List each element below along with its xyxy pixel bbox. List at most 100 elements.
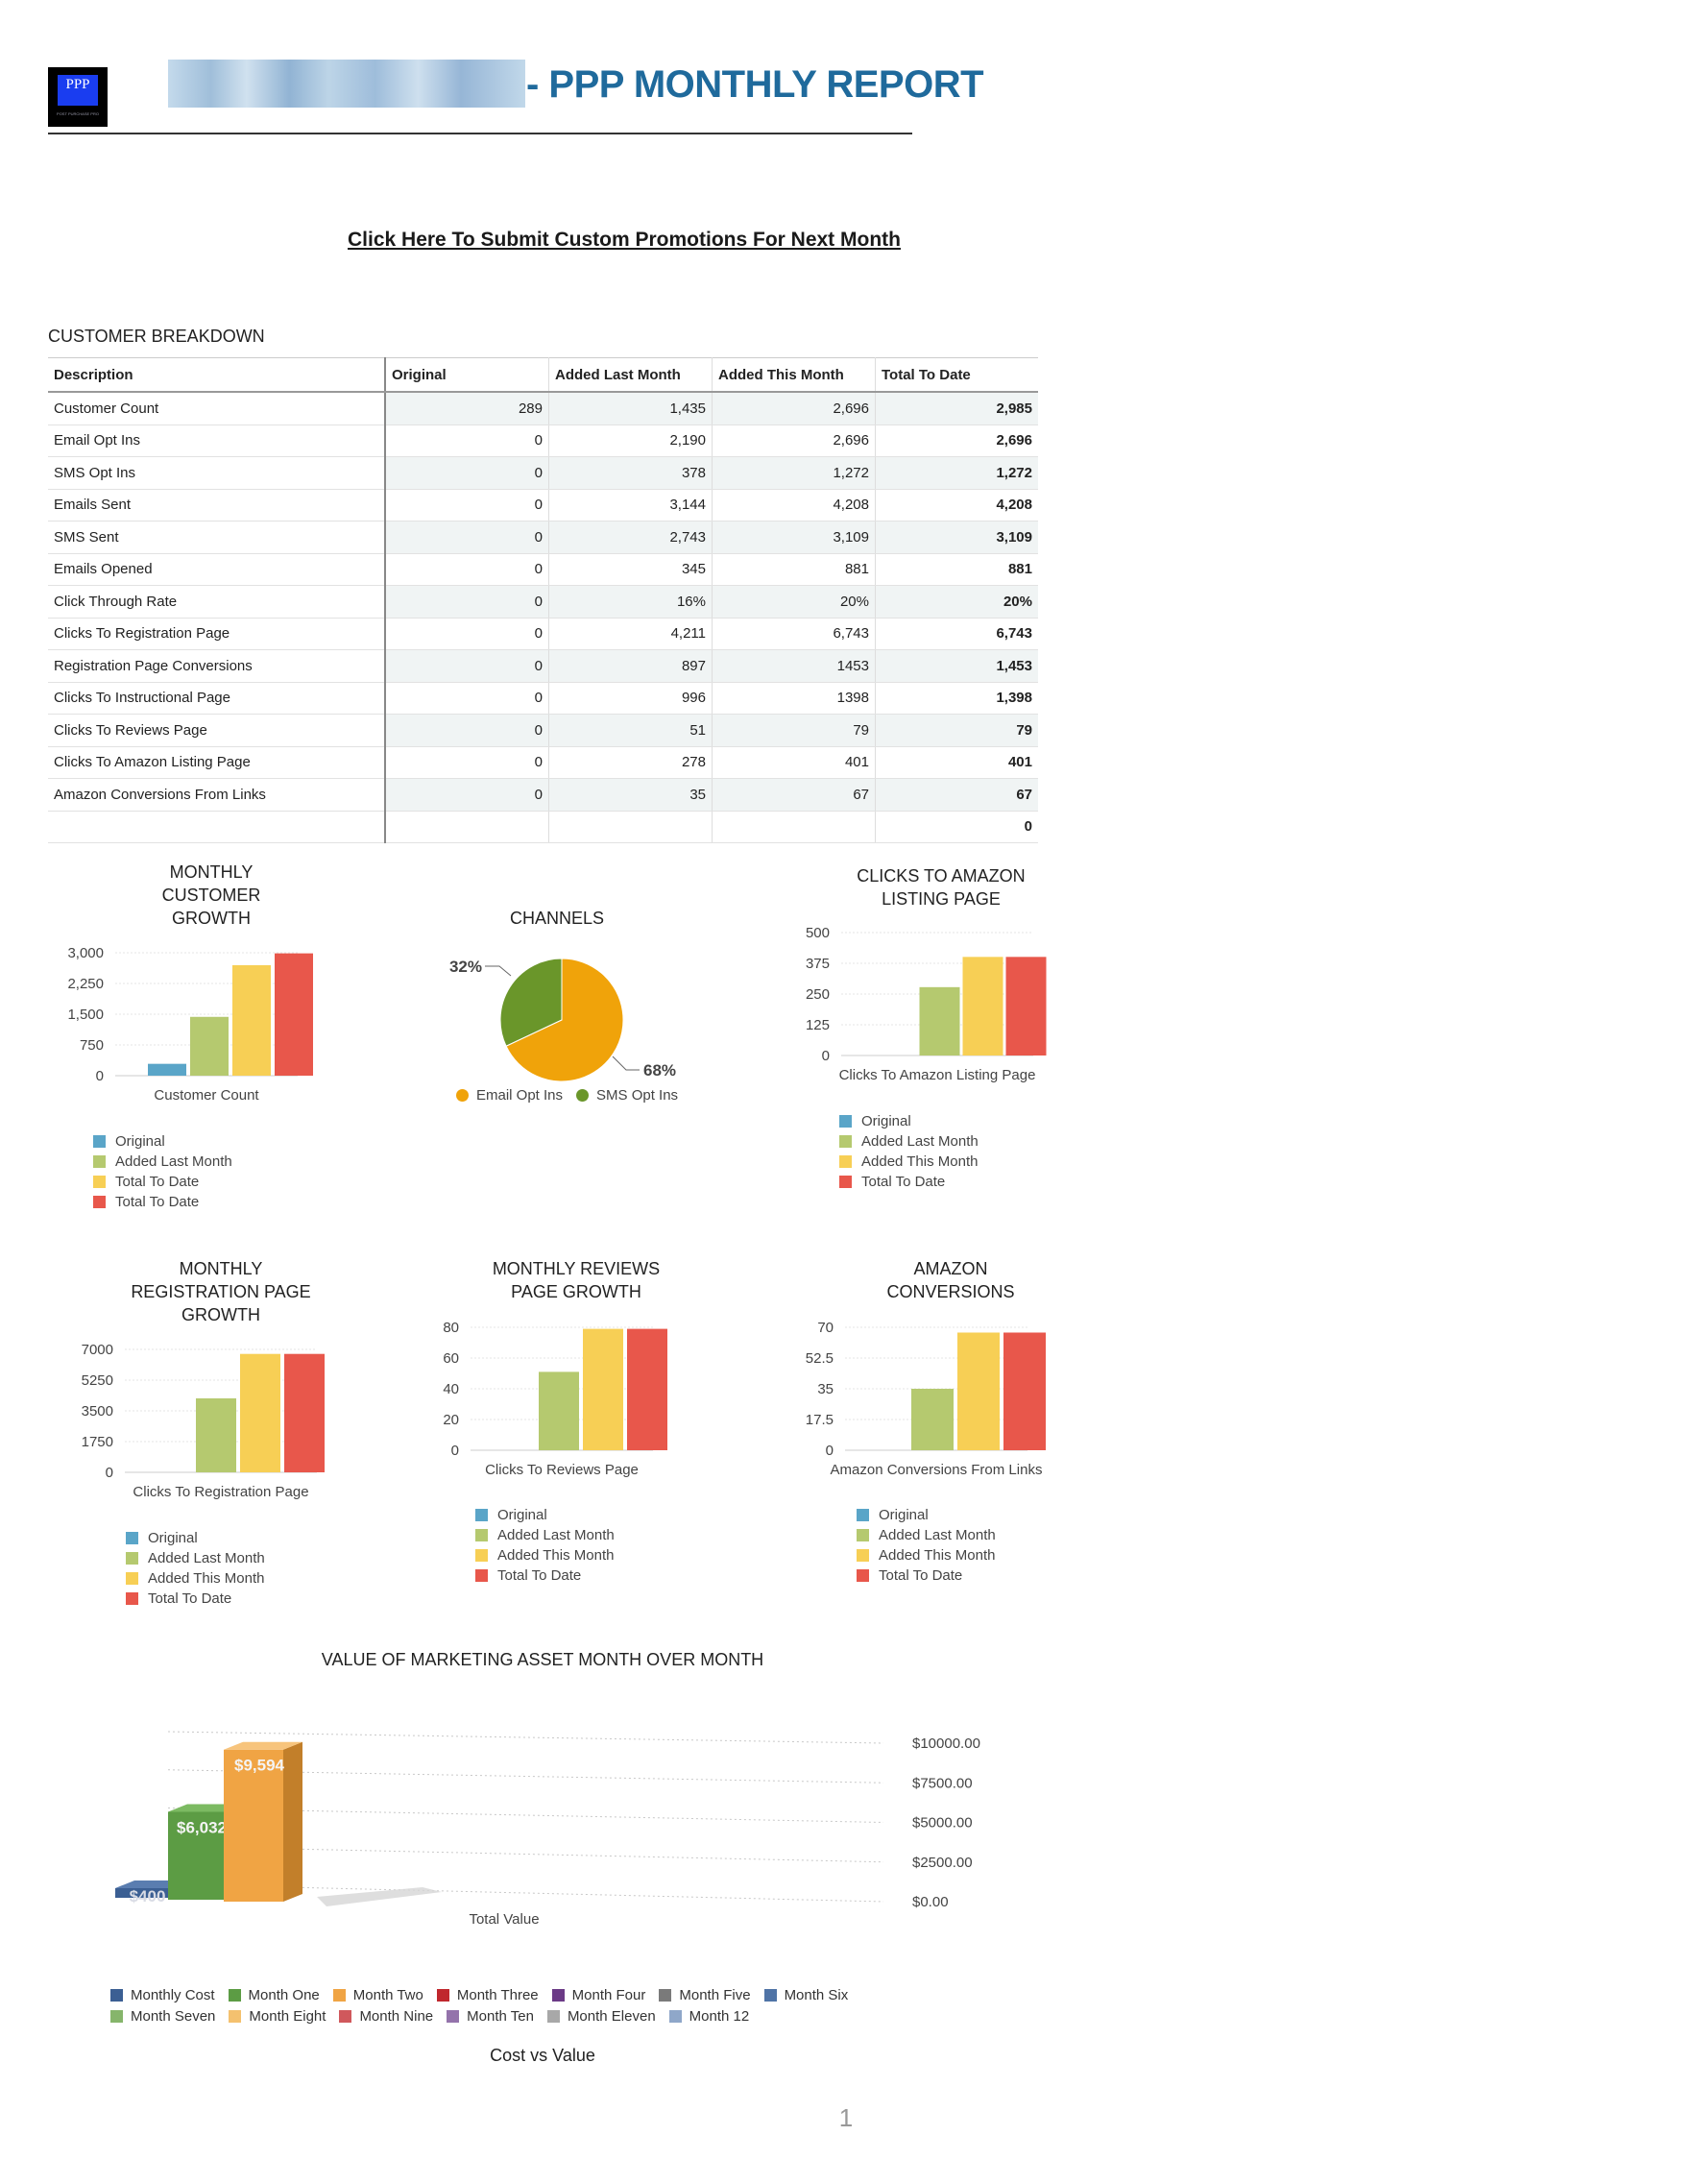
legend-label: Total To Date — [497, 1567, 582, 1584]
table-row: Click Through Rate 0 16% 20% 20% — [48, 585, 1038, 619]
legend-item[interactable]: Original — [126, 1528, 265, 1548]
legend-swatch — [110, 2009, 123, 2023]
legend-swatch — [668, 2009, 682, 2023]
legend-item[interactable]: Total To Date — [839, 1172, 979, 1192]
legend-item[interactable]: Added Last Month — [475, 1525, 615, 1545]
legend-item[interactable]: Month Eleven — [546, 2008, 656, 2025]
legend-item[interactable]: Added Last Month — [93, 1152, 232, 1172]
customer-growth-title: MONTHLY CUSTOMER GROWTH — [115, 861, 307, 930]
legend-item[interactable]: Original — [839, 1111, 979, 1131]
legend-item[interactable]: Month Six — [763, 1987, 848, 2003]
bar — [627, 1328, 667, 1450]
legend-item[interactable]: Monthly Cost — [110, 1987, 215, 2003]
y-tick-label: 52.5 — [806, 1350, 834, 1367]
table-cell: 1453 — [712, 649, 876, 683]
legend-item[interactable]: Total To Date — [126, 1589, 265, 1609]
channels-legend: Email Opt Ins SMS Opt Ins — [456, 1085, 691, 1105]
legend-item[interactable]: Month Five — [659, 1987, 751, 2003]
title-line: GROWTH — [172, 909, 251, 928]
title-line: GROWTH — [181, 1305, 260, 1324]
legend-label: Total To Date — [879, 1567, 963, 1584]
y-tick-label: $0.00 — [912, 1894, 949, 1910]
legend-item[interactable]: Added Last Month — [839, 1131, 979, 1152]
legend-item[interactable]: Added This Month — [839, 1152, 979, 1172]
table-cell: 0 — [385, 714, 549, 747]
legend-item[interactable]: Email Opt Ins — [456, 1085, 563, 1105]
legend-item[interactable]: Total To Date — [857, 1565, 996, 1586]
legend-swatch — [93, 1196, 106, 1208]
table-cell: 6,743 — [712, 618, 876, 650]
legend-item[interactable]: Original — [475, 1505, 615, 1525]
table-row: Registration Page Conversions 0 897 1453 1,4… — [48, 649, 1038, 683]
title-line: MONTHLY — [169, 862, 254, 882]
title-line: CUSTOMER — [161, 886, 261, 905]
asset-value-legend: Monthly Cost Month One Month Two Month Thre… — [110, 1984, 861, 2026]
table-cell: 897 — [548, 649, 713, 683]
legend-item[interactable]: Total To Date — [93, 1172, 232, 1192]
legend-item[interactable]: Original — [857, 1505, 996, 1525]
table-cell: 20% — [712, 585, 876, 619]
legend-item[interactable]: Month Two — [332, 1987, 423, 2003]
legend-item[interactable]: Total To Date — [475, 1565, 615, 1586]
legend-item[interactable]: SMS Opt Ins — [576, 1085, 678, 1105]
legend-item[interactable]: Month Eight — [229, 2008, 326, 2025]
bar-top — [224, 1741, 302, 1750]
legend-label: Email Opt Ins — [476, 1087, 564, 1104]
legend-swatch — [475, 1529, 488, 1541]
column-header: Description — [48, 357, 386, 393]
column-header: Total To Date — [875, 357, 1038, 393]
row-description: Emails Sent — [48, 489, 386, 522]
legend-item[interactable]: Added This Month — [475, 1545, 615, 1565]
reviews-growth-title: MONTHLY REVIEWS PAGE GROWTH — [471, 1257, 682, 1303]
table-cell: 67 — [875, 778, 1038, 812]
channels-title: CHANNELS — [509, 909, 605, 928]
asset-value-chart: $0.00 $2500.00 $5000.00 $7500.00 $10000.00 $4… — [115, 1731, 980, 1928]
table-header-row: Description Original Added Last Month Added… — [48, 357, 1038, 393]
table-cell: 1,272 — [712, 456, 876, 490]
legend-item[interactable]: Added Last Month — [126, 1548, 265, 1568]
table-cell: 1,398 — [875, 682, 1038, 715]
table-cell: 0 — [385, 746, 549, 779]
bar-value-label: $6,032 — [177, 1818, 227, 1836]
y-tick-label: 3,000 — [67, 945, 104, 961]
table-cell: 1,272 — [875, 456, 1038, 490]
legend-swatch — [475, 1569, 488, 1582]
table-cell: 3,109 — [875, 521, 1038, 554]
amazon-conversions-chart: 0 17.5 35 52.5 70 Amazon Conversions From Lin… — [806, 1320, 1046, 1478]
x-axis-label: Clicks To Amazon Listing Page — [839, 1067, 1036, 1083]
bar — [919, 986, 960, 1056]
bar — [190, 1016, 229, 1076]
table-row: Emails Opened 0 345 881 881 — [48, 553, 1038, 586]
legend-item[interactable]: Total To Date — [93, 1192, 232, 1212]
amazon-clicks-title: CLICKS TO AMAZON LISTING PAGE — [826, 864, 1056, 910]
legend-item[interactable]: Month Seven — [110, 2008, 215, 2025]
legend-item[interactable]: Added This Month — [126, 1568, 265, 1589]
table-cell: 881 — [712, 553, 876, 586]
legend-item[interactable]: Month Four — [551, 1987, 645, 2003]
legend-item[interactable]: Month Three — [436, 1987, 539, 2003]
row-description — [48, 811, 386, 843]
table-cell: 2,743 — [548, 521, 713, 554]
y-tick-label: 80 — [443, 1320, 459, 1336]
legend-item[interactable]: Month One — [228, 1987, 320, 2003]
y-tick-label: 500 — [806, 925, 830, 941]
legend-item[interactable]: Added Last Month — [857, 1525, 996, 1545]
y-tick-label: 0 — [826, 1443, 834, 1459]
legend-label: Added Last Month — [148, 1550, 265, 1566]
legend-swatch — [110, 1988, 123, 2002]
legend-item[interactable]: Month Ten — [447, 2008, 534, 2025]
submit-promotions-link[interactable]: Click Here To Submit Custom Promotions F… — [348, 229, 901, 251]
legend-item[interactable]: Month Nine — [339, 2008, 433, 2025]
legend-label: Added This Month — [148, 1570, 265, 1587]
legend-row: Month Seven Month Eight Month Nine Month Te… — [110, 2005, 861, 2026]
title-line: AMAZON — [913, 1259, 988, 1278]
legend-item[interactable]: Original — [93, 1131, 232, 1152]
legend-item[interactable]: Added This Month — [857, 1545, 996, 1565]
registration-growth-title: MONTHLY REGISTRATION PAGE GROWTH — [115, 1257, 326, 1326]
legend-swatch — [126, 1572, 138, 1585]
y-tick-label: 0 — [106, 1465, 113, 1481]
row-description: SMS Opt Ins — [48, 456, 386, 490]
legend-item[interactable]: Month 12 — [668, 2008, 749, 2025]
row-description: Registration Page Conversions — [48, 649, 386, 683]
legend-swatch — [659, 1988, 672, 2002]
